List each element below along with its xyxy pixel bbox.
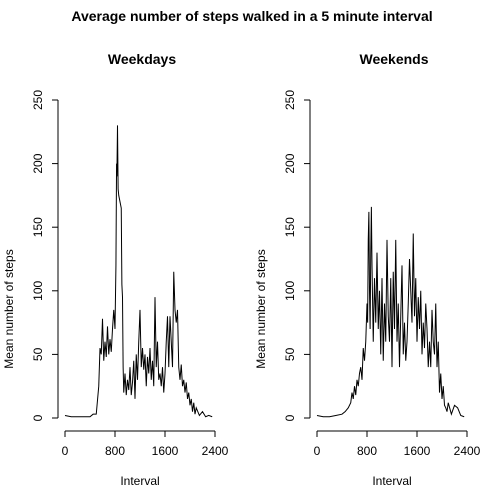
y-tick-label: 200 [31, 153, 45, 173]
panel-title: Weekdays [108, 51, 176, 67]
y-tick-label: 150 [283, 217, 297, 237]
x-tick-label: 0 [62, 444, 69, 458]
panel-title: Weekends [360, 51, 429, 67]
y-axis-label: Mean number of steps [254, 249, 268, 368]
x-tick-label: 800 [105, 444, 125, 458]
series-line [316, 206, 465, 418]
series-line [64, 125, 213, 418]
x-tick-label: 2400 [454, 444, 481, 458]
panel-weekends: Weekends 0 800 1600 2400 Interval 0 50 100 150 200… [254, 51, 481, 488]
y-tick-label: 0 [283, 414, 297, 421]
x-tick-label: 0 [314, 444, 321, 458]
y-tick-label: 0 [31, 414, 45, 421]
x-tick-label: 800 [357, 444, 377, 458]
y-axis-label: Mean number of steps [2, 249, 16, 368]
y-tick-label: 200 [283, 153, 297, 173]
x-axis-label: Interval [120, 474, 159, 488]
y-tick-label: 250 [283, 90, 297, 110]
panels: Weekdays 0 800 1600 2400 Interval 0 50 100 150 200… [2, 51, 481, 488]
y-tick-label: 50 [31, 347, 45, 361]
y-tick-label: 150 [31, 217, 45, 237]
y-tick-label: 100 [283, 280, 297, 300]
panel-weekdays: Weekdays 0 800 1600 2400 Interval 0 50 100 150 200… [2, 51, 229, 488]
y-tick-label: 100 [31, 280, 45, 300]
figure-title: Average number of steps walked in a 5 mi… [71, 8, 432, 24]
x-tick-label: 1600 [404, 444, 431, 458]
x-axis-label: Interval [372, 474, 411, 488]
x-tick-label: 2400 [202, 444, 229, 458]
y-tick-label: 250 [31, 90, 45, 110]
x-tick-label: 1600 [152, 444, 179, 458]
y-tick-label: 50 [283, 347, 297, 361]
